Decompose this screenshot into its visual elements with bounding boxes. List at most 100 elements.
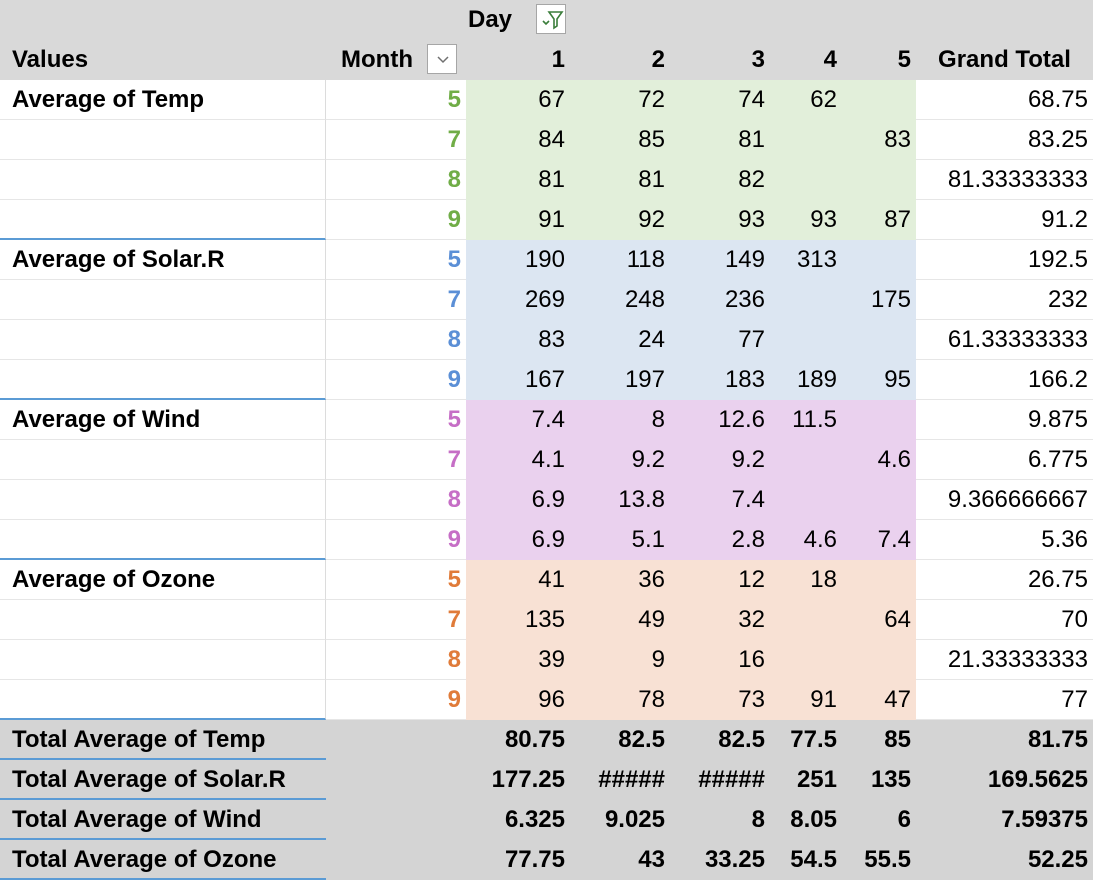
total-day-value-cell: 135: [870, 766, 911, 793]
values-header: Values: [12, 46, 89, 73]
day-value-cell: 67: [466, 80, 570, 120]
pivot-total-row: Total Average of Temp 80.75 82.5 82.5 77.5 85…: [0, 720, 1093, 760]
day-value-cell: 183: [670, 360, 770, 400]
total-day-value-cell: 54.5: [790, 846, 837, 873]
day-value-cell: 81: [466, 160, 570, 200]
day-value-cell: 197: [570, 360, 670, 400]
value-group-label: Average of Wind: [0, 400, 326, 440]
day-value-cell: 7.4: [670, 480, 770, 520]
pivot-total-row: Total Average of Ozone 77.75 43 33.25 54.5 55…: [0, 840, 1093, 880]
day-value-cell: 74: [670, 80, 770, 120]
day-value-cell: 92: [570, 200, 670, 240]
month-cell: 5: [326, 80, 466, 120]
pivot-data-row: 7 269 248 236 175 232: [0, 280, 1093, 320]
day-column-header: 5: [897, 46, 911, 73]
day-value-cell: 73: [670, 680, 770, 720]
day-value-cell: [842, 160, 916, 200]
day-value-cell: [842, 480, 916, 520]
day-value-cell: [770, 160, 842, 200]
day-value-cell: 118: [570, 240, 670, 280]
day-value-cell: 77: [670, 320, 770, 360]
total-day-value-cell: 33.25: [704, 846, 765, 873]
day-value-cell: [842, 240, 916, 280]
pivot-data-row: 7 135 49 32 64 70: [0, 600, 1093, 640]
day-value-cell: 9: [570, 640, 670, 680]
day-value-cell: 6.9: [466, 480, 570, 520]
grand-total-cell: 70: [916, 600, 1093, 640]
day-column-header: 3: [751, 46, 765, 73]
month-cell: 7: [326, 120, 466, 160]
grand-total-cell: 21.33333333: [916, 640, 1093, 680]
pivot-data-row: 8 6.9 13.8 7.4 9.366666667: [0, 480, 1093, 520]
value-group-label-blank: [0, 480, 326, 520]
grand-total-cell: 83.25: [916, 120, 1093, 160]
month-cell: 7: [326, 600, 466, 640]
month-cell: 7: [326, 280, 466, 320]
total-grand-value-cell: 169.5625: [987, 766, 1088, 793]
total-day-value-cell: 82.5: [718, 726, 765, 753]
total-day-value-cell: 77.5: [790, 726, 837, 753]
value-group-label-blank: [0, 160, 326, 200]
day-value-cell: 149: [670, 240, 770, 280]
day-value-cell: [770, 600, 842, 640]
day-value-cell: 190: [466, 240, 570, 280]
month-filter-button[interactable]: [427, 44, 457, 74]
total-day-value-cell: 80.75: [504, 726, 565, 753]
day-value-cell: 64: [842, 600, 916, 640]
day-value-cell: 39: [466, 640, 570, 680]
day-value-cell: 96: [466, 680, 570, 720]
pivot-total-row: Total Average of Wind 6.325 9.025 8 8.05 6 7.5…: [0, 800, 1093, 840]
day-value-cell: [770, 120, 842, 160]
day-value-cell: 9.2: [570, 440, 670, 480]
day-value-cell: [770, 640, 842, 680]
day-value-cell: 47: [842, 680, 916, 720]
total-day-value-cell: 43: [638, 846, 665, 873]
pivot-data-row: Average of Solar.R 5 190 118 149 313 192.5: [0, 240, 1093, 280]
grand-total-cell: 26.75: [916, 560, 1093, 600]
day-value-cell: 12.6: [670, 400, 770, 440]
day-value-cell: 78: [570, 680, 670, 720]
pivot-data-row: 7 4.1 9.2 9.2 4.6 6.775: [0, 440, 1093, 480]
day-value-cell: 8: [570, 400, 670, 440]
grand-total-cell: 68.75: [916, 80, 1093, 120]
day-value-cell: 11.5: [770, 400, 842, 440]
day-filter-button[interactable]: [536, 4, 566, 34]
month-cell: 8: [326, 160, 466, 200]
day-value-cell: 9.2: [670, 440, 770, 480]
total-day-value-cell: 177.25: [491, 766, 565, 793]
day-value-cell: 236: [670, 280, 770, 320]
day-value-cell: 4.6: [842, 440, 916, 480]
grand-total-cell: 61.33333333: [916, 320, 1093, 360]
total-row-label: Total Average of Wind: [0, 800, 326, 840]
grand-total-cell: 5.36: [916, 520, 1093, 560]
dropdown-arrow-icon: [437, 56, 449, 64]
day-value-cell: 95: [842, 360, 916, 400]
pivot-data-row: Average of Temp 5 67 72 74 62 68.75: [0, 80, 1093, 120]
value-group-label-blank: [0, 680, 326, 720]
day-value-cell: 248: [570, 280, 670, 320]
grand-total-cell: 9.366666667: [916, 480, 1093, 520]
pivot-data-row: 8 83 24 77 61.33333333: [0, 320, 1093, 360]
day-value-cell: 7.4: [466, 400, 570, 440]
day-value-cell: 82: [670, 160, 770, 200]
filter-applied-icon: [542, 11, 564, 30]
day-value-cell: 91: [466, 200, 570, 240]
total-grand-value-cell: 81.75: [1027, 726, 1088, 753]
total-grand-value-cell: 7.59375: [1001, 806, 1088, 833]
value-group-label-blank: [0, 320, 326, 360]
day-field-label: Day: [468, 6, 513, 33]
day-value-cell: 16: [670, 640, 770, 680]
day-value-cell: [770, 280, 842, 320]
value-group-label-blank: [0, 600, 326, 640]
day-value-cell: 5.1: [570, 520, 670, 560]
day-value-cell: 41: [466, 560, 570, 600]
value-group-label: Average of Temp: [0, 80, 326, 120]
month-cell: 5: [326, 560, 466, 600]
total-row-label: Total Average of Ozone: [0, 840, 326, 880]
day-value-cell: 4.1: [466, 440, 570, 480]
day-value-cell: 83: [842, 120, 916, 160]
value-group-label-blank: [0, 360, 326, 400]
total-day-value-cell: 6.325: [504, 806, 565, 833]
day-value-cell: 13.8: [570, 480, 670, 520]
